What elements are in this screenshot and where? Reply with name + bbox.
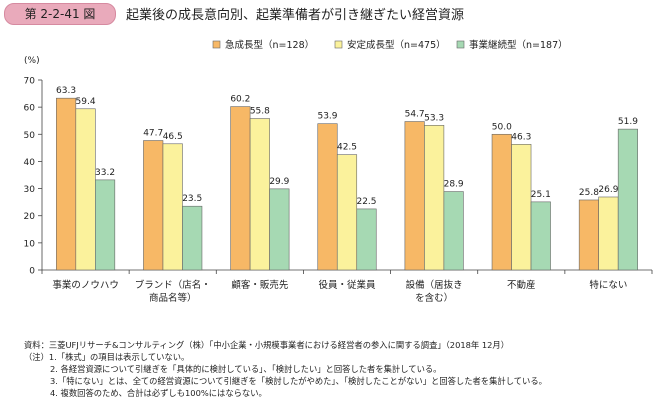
bar xyxy=(404,121,425,271)
x-tick-label: 顧客・販売先 xyxy=(231,279,289,291)
bar xyxy=(230,106,251,271)
legend-swatch xyxy=(456,40,465,49)
notes: 資料：三菱UFJリサーチ&コンサルティング（株）「中小企業・小規模事業者における… xyxy=(24,339,547,399)
figure-title: 起業後の成長意向別、起業準備者が引き継ぎたい経営資源 xyxy=(126,8,465,23)
bar xyxy=(424,125,445,271)
x-tick-label: を含む） xyxy=(415,292,453,304)
y-axis-unit: (%) xyxy=(24,56,40,66)
bar xyxy=(578,199,599,271)
x-tick-label: 商品名等） xyxy=(149,292,197,304)
bar xyxy=(269,188,290,271)
data-label: 51.9 xyxy=(618,117,638,127)
x-tick-label: 不動産 xyxy=(507,279,536,291)
data-label: 23.5 xyxy=(182,194,202,204)
legend-swatch xyxy=(212,40,221,49)
bar xyxy=(56,97,77,271)
bar xyxy=(95,179,116,271)
data-label: 50.0 xyxy=(492,122,512,132)
bar xyxy=(162,143,183,271)
bar xyxy=(530,201,551,271)
source-note: 資料：三菱UFJリサーチ&コンサルティング（株）「中小企業・小規模事業者における… xyxy=(24,340,510,350)
bar xyxy=(317,123,338,271)
data-label: 54.7 xyxy=(405,110,425,120)
bar xyxy=(617,128,638,271)
data-label: 60.2 xyxy=(230,95,250,105)
data-label: 42.5 xyxy=(337,143,357,153)
legend-label: 急成長型（n=128） xyxy=(225,39,314,51)
legend-swatch xyxy=(334,40,343,49)
bar xyxy=(356,208,377,271)
y-tick-label: 50 xyxy=(24,131,36,141)
y-tick-label: 60 xyxy=(24,104,36,114)
data-label: 26.9 xyxy=(598,185,618,195)
bar xyxy=(182,205,203,271)
figure-number-badge: 第 2-2-41 図 xyxy=(4,3,116,25)
data-label: 53.3 xyxy=(424,113,444,123)
note-3: 3.「特にない」とは、全ての経営資源について引継ぎを「検討したがやめた」、「検討… xyxy=(50,376,547,386)
data-label: 46.5 xyxy=(163,132,183,142)
y-tick-label: 30 xyxy=(24,185,36,195)
y-tick-label: 10 xyxy=(24,239,36,249)
y-tick-label: 0 xyxy=(29,267,35,277)
x-tick-label: 設備（居抜き xyxy=(406,279,463,291)
bar xyxy=(443,191,464,271)
data-label: 29.9 xyxy=(269,177,289,187)
x-tick-label: 特にない xyxy=(589,279,627,291)
bar-chart: (%) 0 10 20 30 40 50 60 70 63.359.4 33.2 事業のノウハウ 47.… xyxy=(24,39,653,304)
legend-label: 事業継続型（n=187） xyxy=(469,39,568,51)
data-label: 46.3 xyxy=(511,132,531,142)
note-2: 2. 各経営資源について引継ぎを「具体的に検討している」、「検討したい」と回答し… xyxy=(50,364,442,374)
note-4: 4. 複数回答のため、合計は必ずしも100%にはならない。 xyxy=(50,388,267,398)
bar xyxy=(511,144,532,271)
note-1: （注）1.「株式」の項目は表示していない。 xyxy=(24,352,190,362)
x-tick-label: ブランド（店名・ xyxy=(135,279,211,291)
bar xyxy=(491,133,512,271)
y-tick-label: 70 xyxy=(24,77,36,87)
y-tick-label: 20 xyxy=(24,212,36,222)
bar xyxy=(249,118,270,271)
y-tick-label: 40 xyxy=(24,158,36,168)
legend-label: 安定成長型（n=475） xyxy=(347,39,446,51)
data-label: 47.7 xyxy=(143,129,163,139)
data-label: 55.8 xyxy=(250,107,270,117)
data-label: 59.4 xyxy=(76,97,96,107)
bar xyxy=(143,140,164,271)
data-label: 25.1 xyxy=(531,190,551,200)
bar xyxy=(598,196,619,271)
bar xyxy=(75,108,96,271)
data-label: 33.2 xyxy=(95,168,115,178)
x-tick-label: 事業のノウハウ xyxy=(52,279,119,291)
data-label: 28.9 xyxy=(444,180,464,190)
data-label: 22.5 xyxy=(356,197,376,207)
data-label: 25.8 xyxy=(579,188,599,198)
data-label: 53.9 xyxy=(317,112,337,122)
x-tick-label: 役員・従業員 xyxy=(318,279,376,291)
data-label: 63.3 xyxy=(56,86,76,96)
bar xyxy=(336,154,358,271)
